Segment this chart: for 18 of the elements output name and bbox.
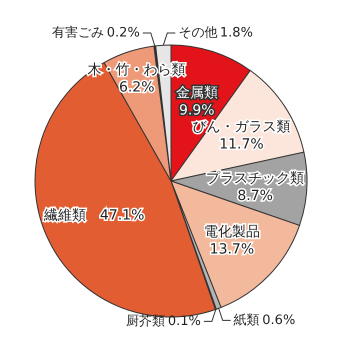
data-label: 1.8% [220, 26, 253, 40]
data-label: 8.7% [237, 188, 273, 204]
slice-label: 厨芥類 [126, 314, 166, 329]
slice-label: プラスチック類 [206, 170, 304, 187]
slice-label: 有害ごみ [52, 26, 104, 40]
slice-label: 繊維類 [44, 208, 86, 224]
slice-label: 電化製品 [204, 224, 260, 240]
data-label: 13.7% [210, 241, 254, 258]
data-label: 0.2% [106, 26, 140, 40]
slice-label: 金属類 [176, 85, 218, 102]
slice-label: その他 [178, 26, 218, 40]
slice-label: 紙類 [234, 312, 260, 328]
data-label: 0.1% [168, 314, 201, 329]
data-label: 11.7% [219, 136, 264, 153]
data-label: 9.9% [179, 102, 215, 119]
data-label: 0.6% [262, 312, 296, 328]
data-label: 47.1% [100, 208, 144, 224]
data-label: 6.2% [118, 80, 155, 96]
